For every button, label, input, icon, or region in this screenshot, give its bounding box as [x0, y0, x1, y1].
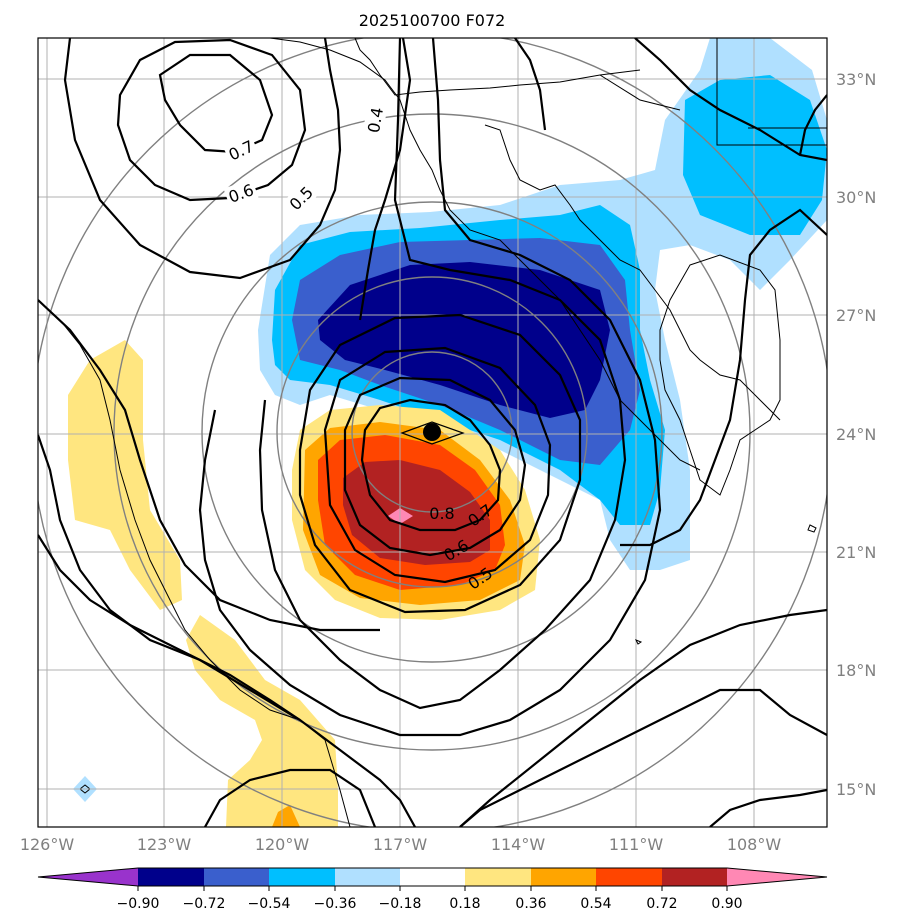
- shading-neg-mid-ne: [683, 75, 827, 235]
- colorbar-segment: [662, 868, 727, 886]
- colorbar-ticks: [137, 886, 728, 891]
- contour-lines: [38, 38, 827, 827]
- colorbar-tick-label: 0.18: [449, 896, 480, 912]
- shading-pos-mid-south: [272, 805, 300, 827]
- lon-tick-label: 117°W: [373, 835, 428, 854]
- colorbar-tick-label: −0.54: [248, 896, 291, 912]
- colorbar-segment: [400, 868, 465, 886]
- storm-center-marker: [400, 421, 465, 445]
- colorbar-tick-label: 0.54: [580, 896, 611, 912]
- lon-axis: 126°W 123°W 120°W 117°W 114°W 111°W 108°…: [20, 835, 782, 854]
- contour-label: 0.5: [286, 183, 317, 214]
- shading-pos-west-band: [68, 340, 182, 610]
- lon-tick-label: 126°W: [20, 835, 75, 854]
- colorbar-tick-label: 0.72: [646, 896, 677, 912]
- contour-label: 0.4: [364, 106, 387, 134]
- lat-tick-label: 15°N: [836, 780, 876, 799]
- colorbar-segment: [465, 868, 531, 886]
- shading-pos-stronger: [343, 460, 490, 565]
- colorbar-segment: [335, 868, 400, 886]
- colorbar-tick-label: 0.36: [515, 896, 546, 912]
- lat-tick-label: 24°N: [836, 425, 876, 444]
- colorbar-segment: [138, 868, 204, 886]
- colorbar-tick-label: −0.90: [117, 896, 160, 912]
- map-area: 0.7 0.6 0.5 0.4 0.8 0.7 0.6 0.5: [38, 38, 827, 827]
- lon-tick-label: 120°W: [255, 835, 310, 854]
- colorbar-segment: [531, 868, 596, 886]
- contour-label: 0.8: [429, 504, 454, 523]
- lon-tick-label: 123°W: [137, 835, 192, 854]
- colorbar: −0.90 −0.72 −0.54 −0.36 −0.18 0.18 0.36 …: [37, 867, 828, 912]
- shading-neg-strongest: [318, 262, 610, 418]
- lon-tick-label: 114°W: [491, 835, 546, 854]
- lat-tick-label: 30°N: [836, 188, 876, 207]
- colorbar-segment: [596, 868, 662, 886]
- lon-tick-label: 108°W: [727, 835, 782, 854]
- range-rings: [38, 38, 827, 827]
- colorbar-tick-label: −0.18: [379, 896, 422, 912]
- colorbar-tick-label: 0.90: [711, 896, 742, 912]
- grid-lines: [38, 38, 827, 827]
- lat-axis: 33°N 30°N 27°N 24°N 21°N 18°N 15°N: [836, 70, 876, 799]
- lat-tick-label: 33°N: [836, 70, 876, 89]
- colorbar-tick-label: −0.72: [183, 896, 226, 912]
- lat-tick-label: 27°N: [836, 306, 876, 325]
- lat-tick-label: 18°N: [836, 661, 876, 680]
- map-title: 2025100700 F072: [359, 11, 506, 30]
- colorbar-segment: [269, 868, 335, 886]
- shading-pos-south-band: [186, 615, 338, 827]
- colorbar-segment: [204, 868, 269, 886]
- lon-tick-label: 111°W: [609, 835, 664, 854]
- lat-tick-label: 21°N: [836, 543, 876, 562]
- colorbar-extend-high: [727, 868, 827, 886]
- colorbar-tick-label: −0.36: [314, 896, 357, 912]
- map-frame: [37, 37, 828, 828]
- colorbar-extend-low: [38, 868, 138, 886]
